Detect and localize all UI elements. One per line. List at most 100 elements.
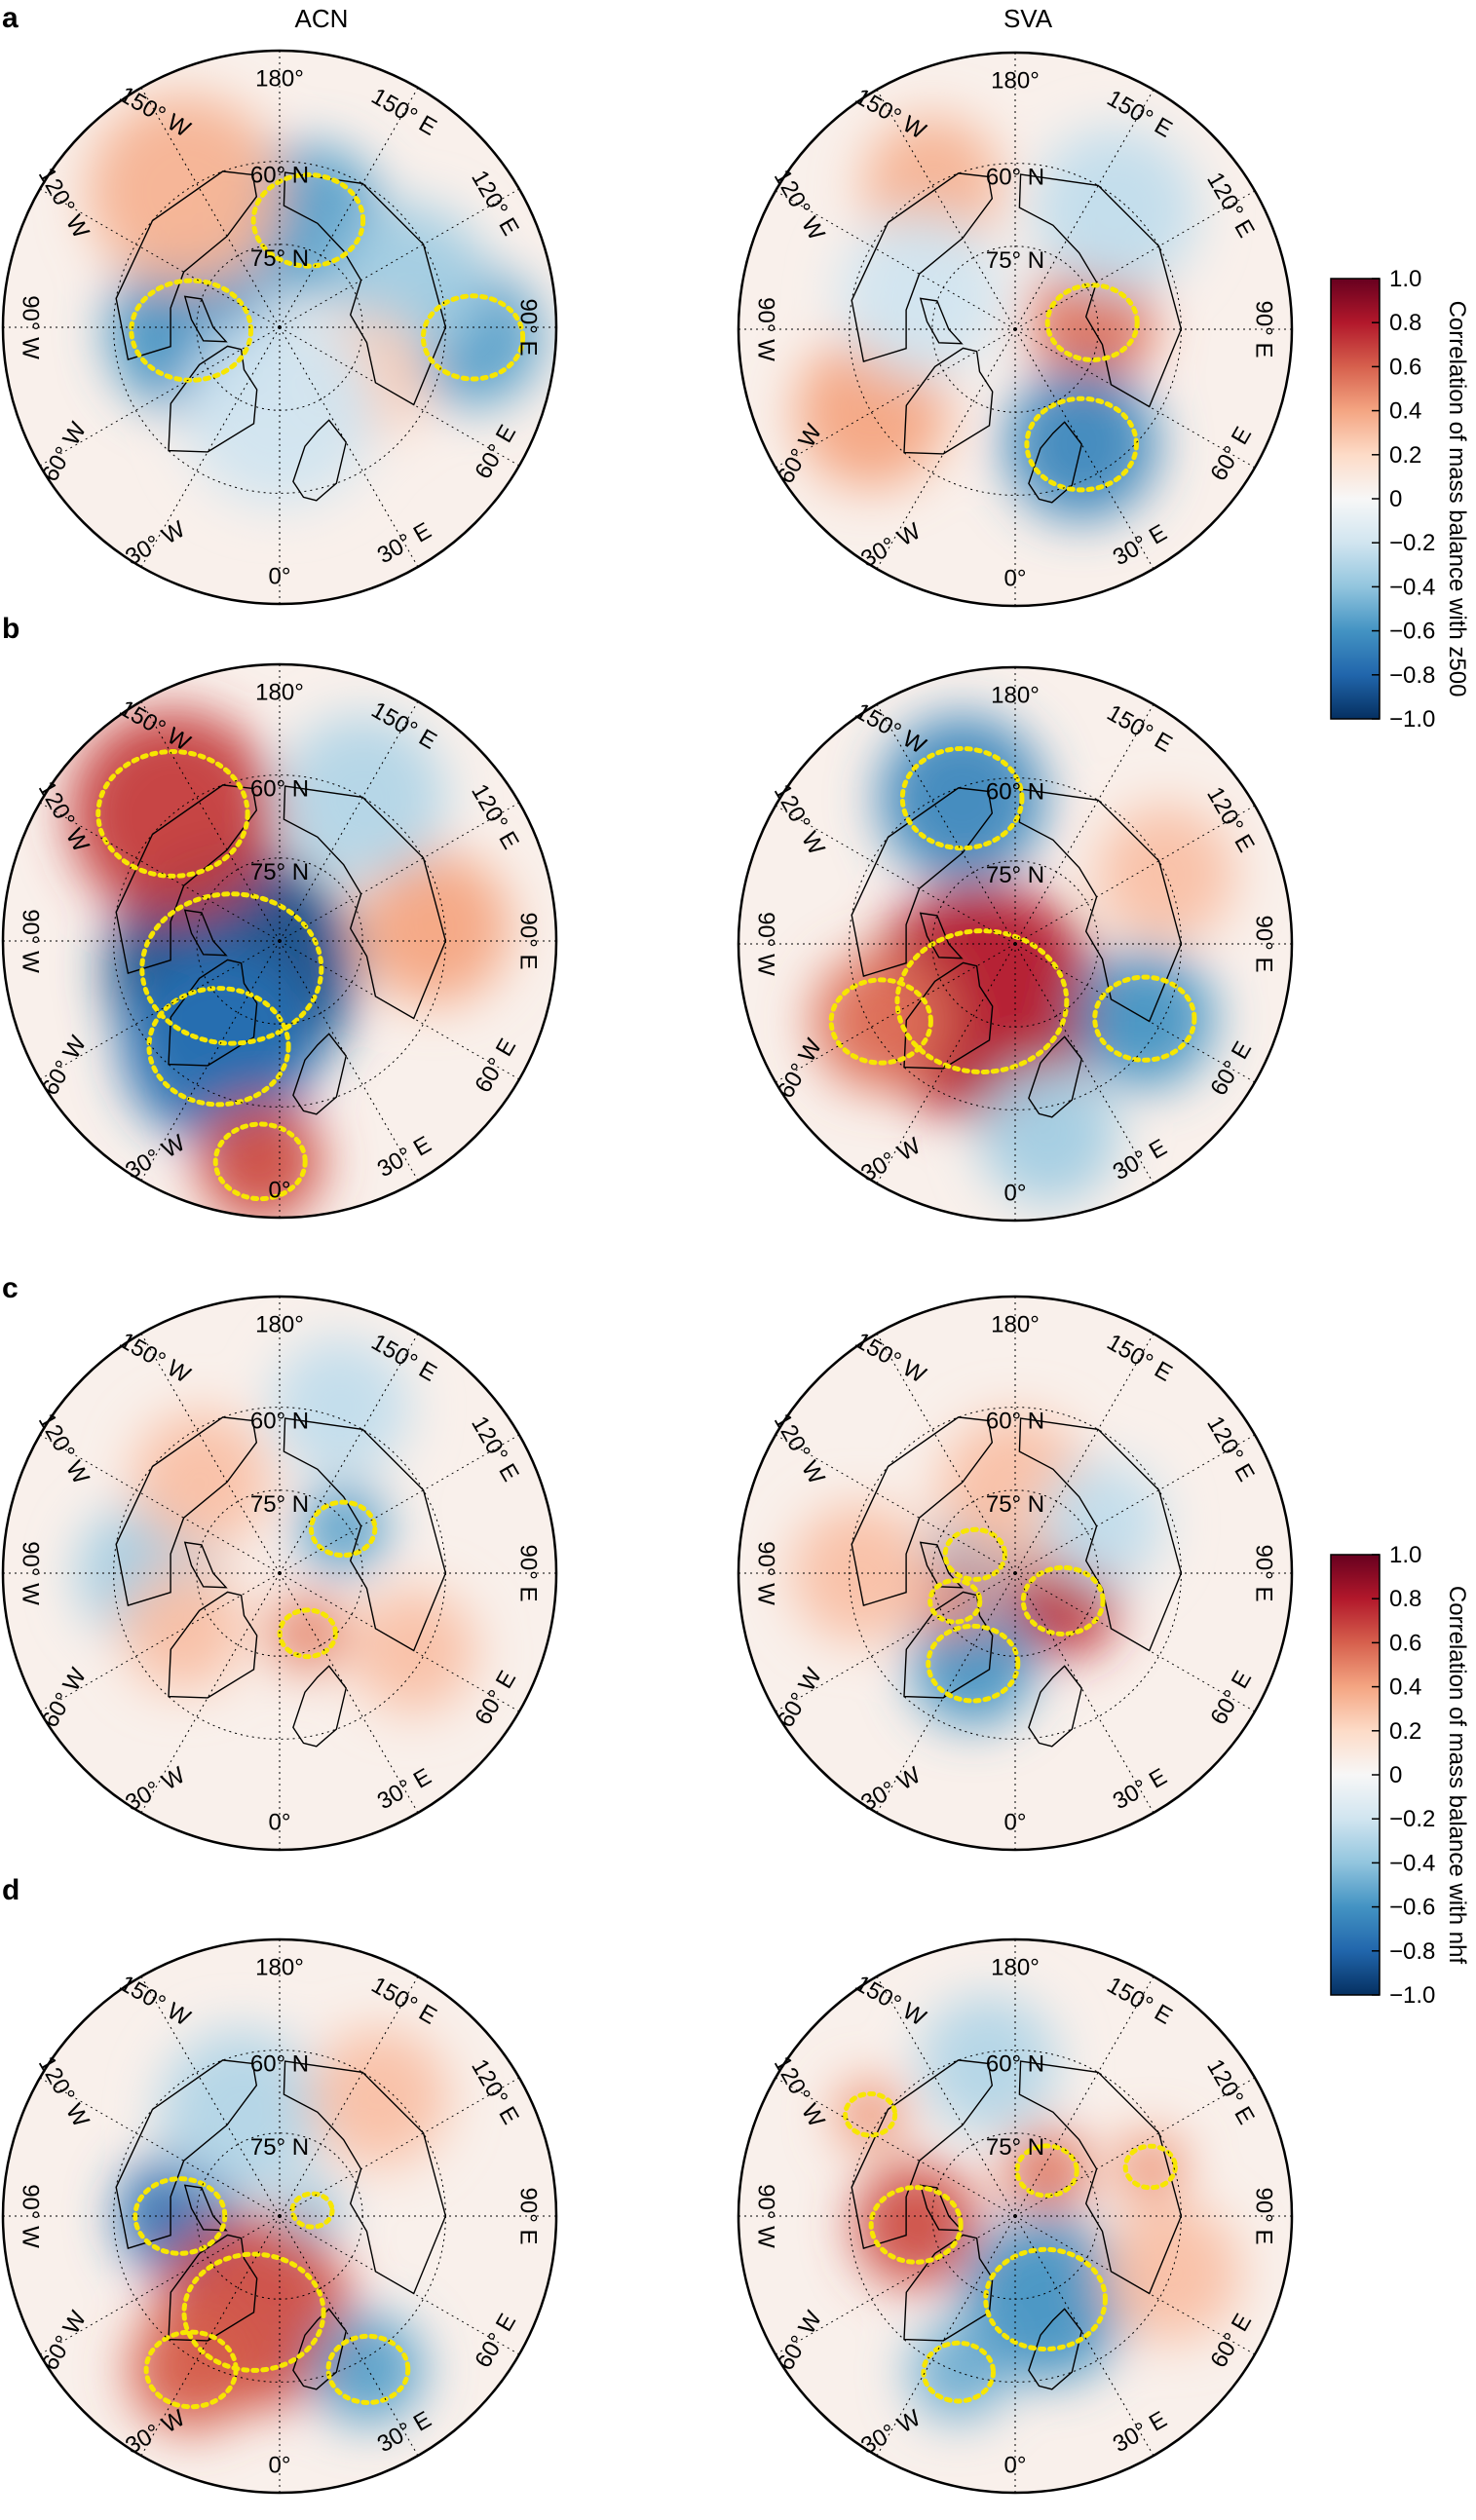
correlation-field-blob (1032, 127, 1198, 294)
longitude-label: 90° W (752, 297, 778, 361)
significance-contour (132, 2176, 228, 2256)
significance-contour (212, 1121, 308, 1202)
coastline (1028, 1035, 1082, 1118)
latitude-label-60n: 60° N (250, 163, 309, 189)
longitude-label: 0° (1004, 566, 1027, 592)
map-border (737, 1295, 1294, 1852)
significance-contour (927, 1578, 983, 1625)
coastline (851, 1416, 994, 1606)
coastline (903, 2234, 994, 2342)
latitude-circle (113, 1407, 446, 1740)
coastline (292, 2308, 347, 2390)
correlation-field-blob (910, 2323, 1007, 2421)
longitude-label: 90° E (1251, 2188, 1277, 2245)
latitude-label-60n: 60° N (986, 165, 1044, 191)
longitude-label: 90° E (515, 299, 542, 357)
latitude-label-75n: 75° N (986, 2134, 1044, 2161)
longitude-label: 180° (991, 67, 1040, 94)
latitude-label-75n: 75° N (250, 1491, 309, 1518)
correlation-field-blob (310, 2028, 449, 2167)
longitude-label: 180° (991, 1311, 1040, 1337)
significance-contour (308, 1499, 378, 1559)
colorbar-tick-label: −1.0 (1389, 1982, 1435, 2009)
longitude-label: 90° E (1251, 301, 1277, 358)
significance-contour (899, 745, 1025, 851)
colorbar-tick-label: −0.6 (1389, 1895, 1435, 1921)
coastline (851, 2059, 994, 2249)
coastline (183, 1541, 228, 1589)
colorbar-nhf-label: Correlation of mass balance with nhf (1444, 1586, 1470, 1965)
longitude-label: 180° (991, 1954, 1040, 1980)
latitude-label-75n: 75° N (250, 245, 309, 272)
colorbar-tick-label: 0.2 (1389, 442, 1421, 469)
latitude-label-60n: 60° N (250, 2051, 309, 2078)
significance-contour (139, 891, 324, 1046)
correlation-field-blob (1096, 804, 1235, 943)
colorbar-tick-label: 0.6 (1389, 1630, 1421, 1656)
longitude-label: 90° W (17, 1541, 43, 1605)
map-border (737, 1937, 1294, 2495)
longitude-label: 90° W (752, 1541, 778, 1605)
colorbar-tick-label: −0.4 (1389, 1850, 1435, 1876)
significance-contour (181, 2251, 326, 2373)
correlation-field-blob (979, 1065, 1118, 1204)
longitude-label: 0° (1004, 2453, 1027, 2479)
correlation-field-blob (879, 715, 1045, 882)
colorbar-tick-label: −0.8 (1389, 662, 1435, 689)
coastline (292, 419, 347, 502)
coastline (168, 345, 258, 453)
coastline (292, 1033, 347, 1115)
correlation-field-blob (158, 2029, 325, 2196)
colorbar-tick-label: 0 (1389, 486, 1402, 512)
latitude-label-75n: 75° N (250, 2134, 309, 2161)
correlation-field-blob (198, 1099, 323, 1218)
colorbar-tick-label: 0.4 (1389, 1674, 1421, 1701)
colorbar-tick-label: 0.2 (1389, 1718, 1421, 1745)
colorbar-bar (1330, 278, 1381, 720)
latitude-label-60n: 60° N (986, 2051, 1044, 2078)
latitude-label-75n: 75° N (986, 862, 1044, 888)
coastline (919, 912, 964, 959)
longitude-label: 180° (991, 682, 1040, 708)
longitude-label: 0° (269, 1810, 291, 1836)
correlation-field-blob (132, 1410, 271, 1550)
correlation-field-blob (853, 2163, 979, 2287)
correlation-field-blob (812, 952, 951, 1091)
longitude-label: 180° (255, 1954, 304, 1980)
latitude-label-75n: 75° N (986, 1491, 1044, 1518)
correlation-field-blob (68, 709, 277, 918)
row-letter-b: b (2, 613, 19, 645)
longitude-label: 90° E (515, 913, 542, 970)
coastline (183, 2184, 228, 2232)
colorbar-tick-label: −0.2 (1389, 1806, 1435, 1832)
column-title-acn: ACN (295, 4, 349, 33)
correlation-field-blob (121, 1565, 246, 1691)
latitude-circle (849, 777, 1182, 1110)
significance-contour (921, 2340, 997, 2404)
colorbar-tick-label: 0.4 (1389, 398, 1421, 425)
coastline (903, 961, 994, 1070)
colorbar-tick-label: −0.4 (1389, 574, 1435, 600)
longitude-label: 90° W (17, 909, 43, 973)
coastline (1028, 1665, 1082, 1748)
coastline (115, 2059, 258, 2249)
significance-contour (95, 749, 250, 879)
colorbar-tick-label: −0.6 (1389, 619, 1435, 645)
latitude-circle (849, 2050, 1182, 2383)
colorbar-tick-label: −0.2 (1389, 530, 1435, 556)
significance-contour (325, 2333, 411, 2405)
row-letter-c: c (2, 1272, 19, 1304)
longitude-label: 90° E (1251, 916, 1277, 973)
colorbar-tick-label: 0 (1389, 1762, 1402, 1788)
longitude-label: 90° W (17, 2184, 43, 2248)
map-border (1, 1937, 558, 2495)
map-border (1, 1295, 558, 1852)
longitude-label: 0° (269, 1178, 291, 1204)
significance-contour (828, 977, 933, 1066)
